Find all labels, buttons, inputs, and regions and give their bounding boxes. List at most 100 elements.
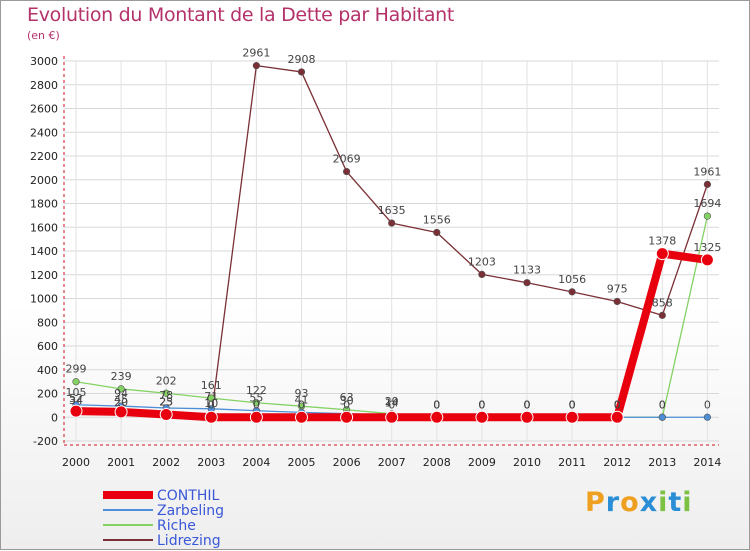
data-point-conthil <box>340 410 354 424</box>
data-point-lidrezing <box>523 279 531 287</box>
data-label-riche: 161 <box>201 379 222 392</box>
data-point-conthil <box>159 408 173 422</box>
data-point-riche <box>162 389 170 397</box>
data-label-riche: 0 <box>524 398 531 411</box>
data-point-lidrezing <box>478 270 486 278</box>
logo-letter: t <box>668 487 683 518</box>
data-label-lidrezing: 975 <box>607 282 628 295</box>
data-label-zarbeling: 0 <box>659 398 666 411</box>
data-label-conthil: 45 <box>114 393 128 406</box>
data-label-zarbeling: 0 <box>478 398 485 411</box>
data-label-zarbeling: 30 <box>340 395 354 408</box>
legend-swatch-conthil <box>103 491 153 499</box>
x-tick-label: 2001 <box>107 456 135 469</box>
data-label-lidrezing: 1556 <box>423 213 451 226</box>
y-tick-label: 1800 <box>30 198 58 211</box>
data-label-zarbeling: 0 <box>524 398 531 411</box>
data-label-conthil: 0 <box>433 398 440 411</box>
data-point-riche <box>117 385 125 393</box>
x-tick-label: 2014 <box>693 456 721 469</box>
x-tick-label: 2002 <box>152 456 180 469</box>
data-point-lidrezing <box>433 228 441 237</box>
data-label-lidrezing: 1635 <box>378 204 406 217</box>
chart-title: Evolution du Montant de la Dette par Hab… <box>27 4 455 26</box>
x-tick-label: 2005 <box>288 456 316 469</box>
data-label-conthil: 0 <box>388 398 395 411</box>
data-label-riche: 63 <box>340 391 354 404</box>
data-point-lidrezing <box>703 180 712 188</box>
data-label-lidrezing: 858 <box>652 296 673 309</box>
y-tick-label: 1400 <box>30 245 58 258</box>
legend-swatch-zarbeling <box>103 509 153 511</box>
y-tick-label: 1600 <box>30 221 58 234</box>
data-label-conthil: 23 <box>159 396 173 409</box>
logo-letter: i <box>658 487 669 518</box>
data-label-riche: 29 <box>385 395 399 408</box>
x-tick-label: 2006 <box>333 456 361 469</box>
data-point-lidrezing <box>297 68 306 76</box>
data-point-conthil <box>114 405 128 419</box>
data-point-conthil <box>700 253 714 267</box>
data-label-riche: 0 <box>433 398 440 411</box>
data-point-conthil <box>69 404 83 418</box>
data-label-conthil: 0 <box>208 398 215 411</box>
proxiti-logo: Proxiti <box>585 487 693 518</box>
data-label-conthil: 0 <box>253 398 260 411</box>
data-label-riche: 239 <box>111 370 132 383</box>
data-label-riche: 299 <box>66 363 87 376</box>
y-tick-label: -200 <box>33 435 58 448</box>
data-label-zarbeling: 105 <box>66 386 87 399</box>
data-label-zarbeling: 41 <box>295 393 309 406</box>
data-label-zarbeling: 0 <box>614 398 621 411</box>
data-label-conthil: 52 <box>69 392 83 405</box>
data-point-lidrezing <box>388 219 396 227</box>
x-tick-label: 2008 <box>423 456 451 469</box>
data-point-lidrezing <box>613 297 621 306</box>
data-label-lidrezing: 1056 <box>558 273 586 286</box>
data-label-lidrezing: 1203 <box>468 255 496 268</box>
y-tick-label: 200 <box>37 388 58 401</box>
data-label-lidrezing: 2069 <box>333 153 361 166</box>
data-point-conthil <box>565 410 579 424</box>
logo-letter: i <box>682 487 693 518</box>
data-label-lidrezing: 25 <box>159 395 173 408</box>
data-point-conthil <box>204 410 218 424</box>
data-label-zarbeling: 0 <box>569 398 576 411</box>
x-tick-label: 2000 <box>62 456 90 469</box>
data-point-riche <box>72 378 80 386</box>
x-tick-label: 2009 <box>468 456 496 469</box>
x-tick-label: 2010 <box>513 456 541 469</box>
data-label-zarbeling: 78 <box>159 389 173 402</box>
y-axis-unit: (en €) <box>27 29 60 42</box>
data-point-conthil <box>249 410 263 424</box>
data-label-riche: 122 <box>246 384 267 397</box>
y-tick-label: 2600 <box>30 103 58 116</box>
y-tick-label: 800 <box>37 316 58 329</box>
y-tick-label: 2200 <box>30 150 58 163</box>
data-label-riche: 0 <box>614 398 621 411</box>
data-label-riche: 1694 <box>693 197 721 210</box>
data-label-riche: 0 <box>569 398 576 411</box>
data-point-conthil <box>385 410 399 424</box>
x-tick-label: 2011 <box>558 456 586 469</box>
data-point-conthil <box>610 410 624 424</box>
data-point-zarbeling <box>658 413 666 421</box>
y-tick-label: 2000 <box>30 174 58 187</box>
data-label-riche: 0 <box>478 398 485 411</box>
data-point-conthil <box>295 410 308 424</box>
data-label-lidrezing: 10 <box>204 397 218 410</box>
data-label-zarbeling: 71 <box>204 390 218 403</box>
data-label-conthil: 0 <box>478 398 485 411</box>
y-tick-label: 1000 <box>30 293 58 306</box>
logo-letter: P <box>585 487 606 518</box>
y-tick-label: 1200 <box>30 269 58 282</box>
data-point-riche <box>703 212 712 220</box>
data-point-conthil <box>655 247 669 261</box>
y-tick-label: 3000 <box>30 55 58 68</box>
data-point-riche <box>252 399 260 407</box>
x-tick-label: 2003 <box>197 456 225 469</box>
y-tick-label: 0 <box>51 411 58 424</box>
